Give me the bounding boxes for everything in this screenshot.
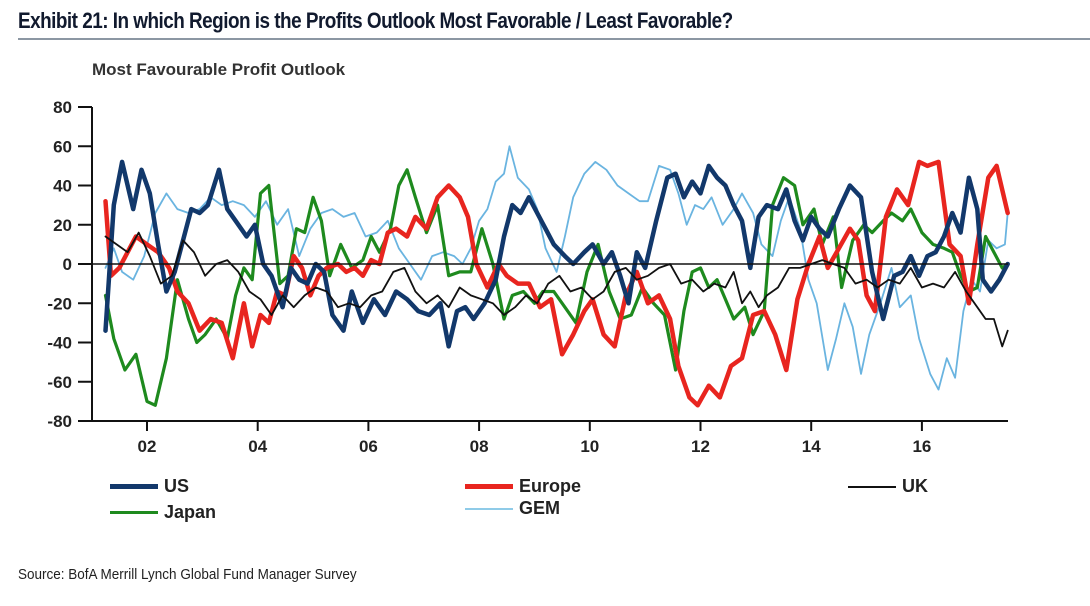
legend-item-japan: Japan [110, 502, 216, 523]
series-line-japan [103, 168, 1010, 407]
y-tick-label: -40 [47, 334, 72, 353]
x-axis: 02 04 06 08 10 12 14 16 [92, 420, 1008, 456]
chart-title: Most Favourable Profit Outlook [92, 60, 346, 79]
x-tick-label: 08 [470, 437, 489, 456]
legend-label-japan: Japan [164, 502, 217, 522]
y-tick-label: -20 [47, 294, 72, 313]
legend-swatch-europe [465, 484, 513, 489]
series-layer [103, 145, 1010, 408]
y-tick-label: -60 [47, 373, 72, 392]
page-title: Exhibit 21: In which Region is the Profi… [18, 8, 733, 33]
y-tick-label: -80 [47, 412, 72, 431]
x-tick-label: 14 [802, 437, 821, 456]
series-line-uk [104, 231, 1009, 348]
legend-label-gem: GEM [519, 498, 561, 518]
legend-item-europe: Europe [465, 476, 581, 497]
y-tick-label: 0 [63, 255, 72, 274]
legend-item-us: US [110, 476, 189, 497]
y-tick-label: 20 [53, 216, 72, 235]
y-tick-label: 40 [53, 177, 72, 196]
legend-label-us: US [164, 476, 190, 496]
legend-item-uk: UK [848, 476, 928, 497]
legend-swatch-uk [848, 485, 896, 488]
x-tick-label: 06 [359, 437, 378, 456]
y-tick-label: 60 [53, 137, 72, 156]
x-tick-label: 04 [248, 437, 267, 456]
legend-swatch-us [110, 484, 158, 489]
y-tick-label: 80 [53, 98, 72, 117]
source-note: Source: BofA Merrill Lynch Global Fund M… [18, 566, 357, 583]
legend-swatch-japan [110, 511, 158, 514]
x-tick-label: 12 [691, 437, 710, 456]
title-divider [18, 38, 1090, 40]
legend-item-gem: GEM [465, 498, 560, 519]
x-tick-label: 16 [912, 437, 931, 456]
series-line-us [103, 159, 1010, 349]
x-tick-label: 10 [580, 437, 599, 456]
series-line-europe [103, 159, 1010, 408]
y-axis: 80 60 40 20 0 -20 -40 -60 -80 [47, 98, 93, 431]
legend-label-europe: Europe [519, 476, 582, 496]
legend-label-uk: UK [902, 476, 928, 496]
legend-swatch-gem [465, 507, 513, 510]
x-tick-label: 02 [138, 437, 157, 456]
